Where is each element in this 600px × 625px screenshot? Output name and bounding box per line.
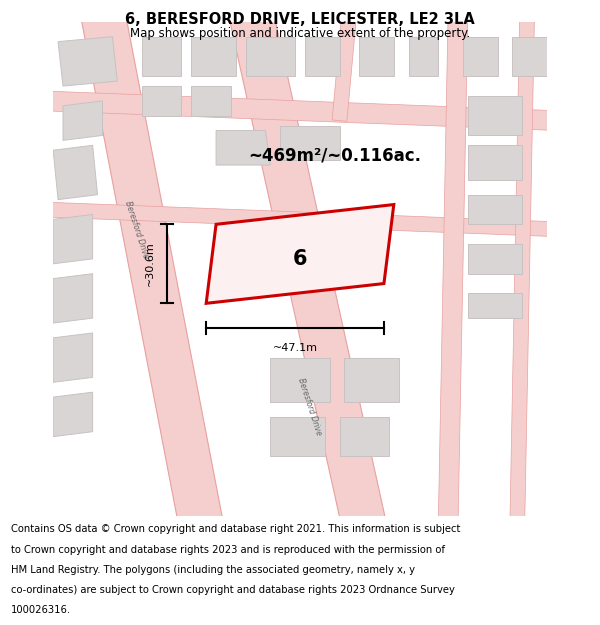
Text: HM Land Registry. The polygons (including the associated geometry, namely x, y: HM Land Registry. The polygons (includin… — [11, 565, 415, 575]
Text: to Crown copyright and database rights 2023 and is reproduced with the permissio: to Crown copyright and database rights 2… — [11, 544, 445, 554]
Polygon shape — [463, 37, 497, 76]
Polygon shape — [206, 204, 394, 303]
Text: ~30.6m: ~30.6m — [145, 241, 154, 286]
Polygon shape — [468, 96, 522, 136]
Polygon shape — [53, 274, 92, 323]
Polygon shape — [80, 8, 223, 530]
Polygon shape — [512, 37, 547, 76]
Polygon shape — [280, 126, 340, 160]
Polygon shape — [510, 12, 535, 526]
Polygon shape — [53, 214, 92, 264]
Polygon shape — [271, 417, 325, 456]
Polygon shape — [409, 37, 438, 76]
Polygon shape — [438, 12, 468, 526]
Polygon shape — [468, 145, 522, 180]
Polygon shape — [344, 357, 399, 402]
Text: 100026316.: 100026316. — [11, 605, 71, 615]
Polygon shape — [340, 417, 389, 456]
Polygon shape — [468, 244, 522, 274]
Polygon shape — [332, 11, 357, 121]
Polygon shape — [43, 91, 557, 131]
Polygon shape — [63, 101, 103, 141]
Text: 6, BERESFORD DRIVE, LEICESTER, LE2 3LA: 6, BERESFORD DRIVE, LEICESTER, LE2 3LA — [125, 12, 475, 28]
Polygon shape — [359, 37, 394, 76]
Text: ~47.1m: ~47.1m — [272, 342, 317, 352]
Polygon shape — [245, 37, 295, 76]
Text: Map shows position and indicative extent of the property.: Map shows position and indicative extent… — [130, 28, 470, 41]
Polygon shape — [271, 357, 329, 402]
Polygon shape — [142, 86, 181, 116]
Polygon shape — [305, 37, 340, 76]
Polygon shape — [468, 195, 522, 224]
Polygon shape — [43, 202, 557, 237]
Polygon shape — [53, 333, 92, 382]
Polygon shape — [53, 392, 92, 437]
Text: co-ordinates) are subject to Crown copyright and database rights 2023 Ordnance S: co-ordinates) are subject to Crown copyr… — [11, 585, 455, 595]
Text: 6: 6 — [293, 249, 307, 269]
Polygon shape — [53, 145, 98, 199]
Text: Beresford Drive: Beresford Drive — [296, 377, 323, 437]
Polygon shape — [142, 37, 181, 76]
Polygon shape — [229, 8, 386, 530]
Text: Contains OS data © Crown copyright and database right 2021. This information is : Contains OS data © Crown copyright and d… — [11, 524, 460, 534]
Polygon shape — [191, 37, 236, 76]
Text: Beresford Drive: Beresford Drive — [124, 199, 151, 259]
Polygon shape — [468, 294, 522, 318]
Polygon shape — [191, 86, 231, 116]
Polygon shape — [58, 37, 118, 86]
Text: ~469m²/~0.116ac.: ~469m²/~0.116ac. — [248, 146, 421, 164]
Polygon shape — [216, 131, 271, 165]
